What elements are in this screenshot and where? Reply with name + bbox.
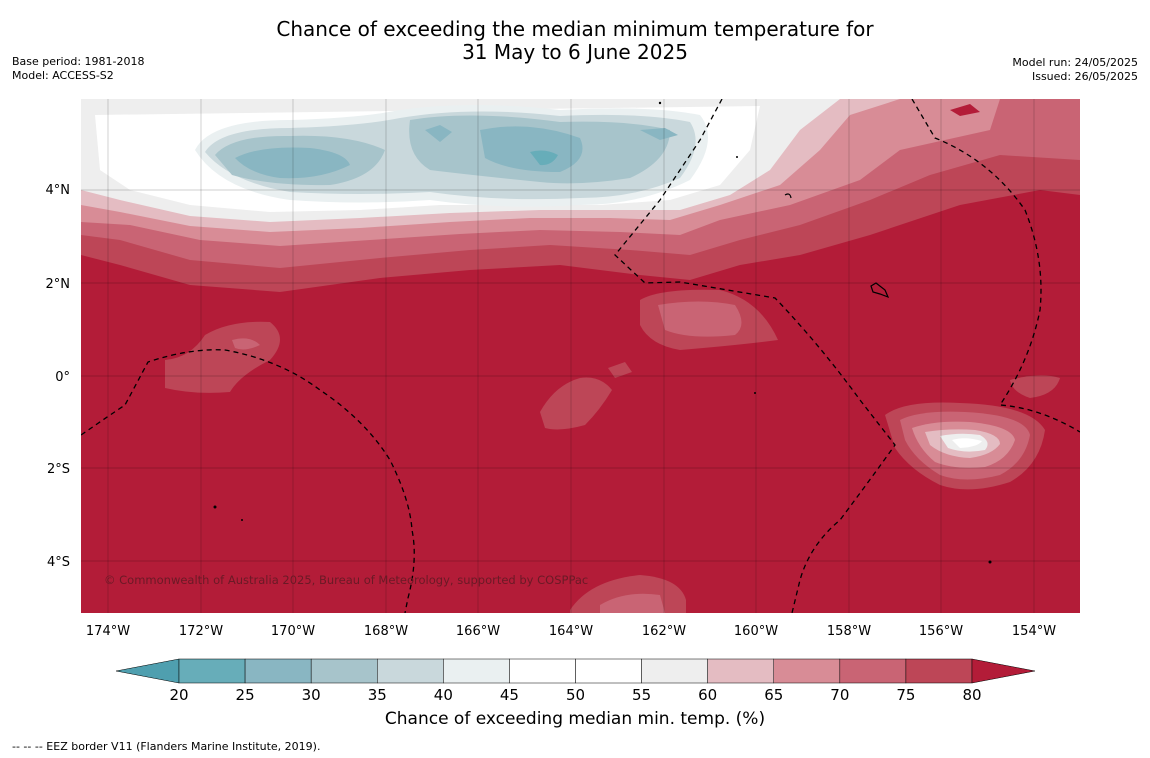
- colorbar-segment: [178, 658, 246, 684]
- colorbar-segment: [773, 658, 841, 684]
- colorbar-tick-label: 65: [764, 686, 783, 704]
- lon-label: 164°W: [549, 624, 593, 639]
- lon-label: 166°W: [456, 624, 500, 639]
- lon-label: 170°W: [271, 624, 315, 639]
- contour-fill: [81, 99, 1080, 613]
- colorbar-tick-label: 40: [434, 686, 453, 704]
- lat-label: 4°N: [46, 183, 71, 198]
- lon-label: 154°W: [1012, 624, 1056, 639]
- colorbar-segment: [310, 658, 378, 684]
- copyright-notice: © Commonwealth of Australia 2025, Bureau…: [104, 573, 589, 587]
- colorbar-under-arrow: [115, 658, 180, 684]
- lon-label: 158°W: [827, 624, 871, 639]
- meta-right: Model run: 24/05/2025 Issued: 26/05/2025: [1012, 56, 1138, 84]
- colorbar-tick-label: 80: [962, 686, 981, 704]
- colorbar-tick-label: 45: [500, 686, 519, 704]
- lon-label: 168°W: [364, 624, 408, 639]
- lat-label: 2°S: [47, 462, 70, 477]
- colorbar-segment: [377, 658, 444, 684]
- colorbar-tick-label: 25: [236, 686, 255, 704]
- colorbar-label: Chance of exceeding median min. temp. (%…: [384, 709, 766, 729]
- lat-label: 0°: [55, 370, 70, 385]
- colorbar-segment: [905, 658, 973, 684]
- colorbar-tick-label: 35: [368, 686, 387, 704]
- meta-left: Base period: 1981-2018 Model: ACCESS-S2: [12, 55, 144, 83]
- lon-label: 160°W: [734, 624, 778, 639]
- lon-label: 174°W: [86, 624, 130, 639]
- lon-label: 162°W: [642, 624, 686, 639]
- colorbar-tick-label: 55: [632, 686, 651, 704]
- eez-footnote: -- -- -- EEZ border V11 (Flanders Marine…: [12, 740, 321, 753]
- colorbar-segment: [707, 658, 775, 684]
- colorbar-segment: [244, 658, 312, 684]
- lat-label: 4°S: [47, 555, 70, 570]
- colorbar-segment: [443, 658, 510, 684]
- lon-label: 172°W: [179, 624, 223, 639]
- colorbar-tick-label: 60: [698, 686, 717, 704]
- model-name: Model: ACCESS-S2: [12, 69, 114, 82]
- lat-label: 2°N: [46, 277, 71, 292]
- title-line-1: Chance of exceeding the median minimum t…: [276, 17, 874, 41]
- forecast-map: 4°N 2°N 0° 2°S 4°S 174°W 172°W 170°W 168…: [46, 99, 1080, 704]
- chart-title: Chance of exceeding the median minimum t…: [0, 18, 1150, 64]
- colorbar-segment: [509, 658, 576, 684]
- model-run: Model run: 24/05/2025: [1012, 56, 1138, 69]
- colorbar-segment: [839, 658, 907, 684]
- colorbar-tick-label: 50: [566, 686, 585, 704]
- colorbar-segment: [641, 658, 708, 684]
- base-period: Base period: 1981-2018: [12, 55, 145, 68]
- colorbar-tick-label: 75: [896, 686, 915, 704]
- issued-date: Issued: 26/05/2025: [1031, 70, 1138, 83]
- colorbar-over-arrow: [971, 658, 1036, 684]
- colorbar-tick-label: 70: [830, 686, 849, 704]
- colorbar-tick-label: 20: [169, 686, 188, 704]
- lon-axis-labels: 174°W 172°W 170°W 168°W 166°W 164°W 162°…: [86, 624, 1056, 639]
- colorbar-segment: [575, 658, 642, 684]
- lat-axis-labels: 4°N 2°N 0° 2°S 4°S: [46, 183, 71, 570]
- lon-label: 156°W: [919, 624, 963, 639]
- title-line-2: 31 May to 6 June 2025: [462, 40, 688, 64]
- colorbar: 20 25 30 35 40 45 50 55 60 65 70 75 80: [115, 658, 1036, 704]
- colorbar-tick-label: 30: [302, 686, 321, 704]
